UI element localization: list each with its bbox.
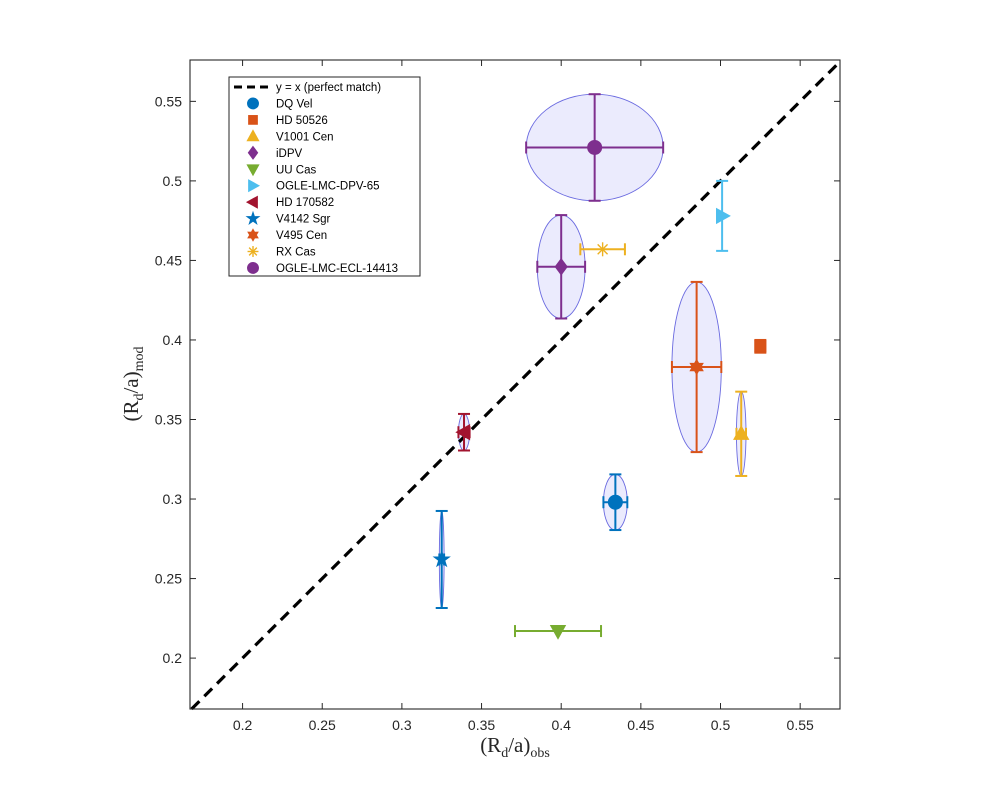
y-axis-ticks: 0.2 0.25 0.3 0.35 0.4 0.45 0.5 0.55 bbox=[155, 93, 840, 666]
data-point-rx-cas bbox=[595, 242, 610, 257]
data-point-idpv bbox=[554, 257, 568, 276]
legend-entry: HD 170582 bbox=[245, 195, 334, 209]
plot-frame bbox=[189, 59, 841, 710]
data-point-hd-170582 bbox=[455, 424, 471, 441]
legend-box bbox=[228, 76, 421, 277]
legend-swatch bbox=[245, 195, 258, 209]
legend-label: OGLE-LMC-DPV-65 bbox=[276, 181, 380, 193]
y-tick-label: 0.3 bbox=[163, 491, 183, 507]
legend-swatch bbox=[247, 261, 259, 274]
data-point-dq-vel bbox=[607, 494, 623, 510]
data-markers bbox=[432, 139, 767, 640]
x-tick-label: 0.5 bbox=[711, 717, 731, 733]
data-point-v1001-cen bbox=[733, 425, 750, 440]
legend-swatch bbox=[246, 129, 260, 142]
x-tick-label: 0.25 bbox=[309, 717, 336, 733]
legend-swatch bbox=[247, 97, 259, 110]
y-tick-label: 0.55 bbox=[155, 93, 182, 109]
legend-entry: DQ Vel bbox=[247, 97, 312, 110]
legend-swatch bbox=[246, 164, 260, 177]
x-tick-label: 0.4 bbox=[551, 717, 571, 733]
legend-entry: V495 Cen bbox=[247, 228, 327, 242]
legend-label: V1001 Cen bbox=[276, 131, 334, 143]
data-point-uu-cas bbox=[549, 624, 567, 640]
data-point-v4142-sgr bbox=[432, 549, 451, 568]
x-tick-label: 0.55 bbox=[787, 717, 814, 733]
x-axis-ticks: 0.2 0.25 0.3 0.35 0.4 0.45 0.5 0.55 bbox=[233, 60, 814, 733]
legend-entry: HD 50526 bbox=[248, 115, 328, 127]
legend-label: V4142 Sgr bbox=[276, 214, 331, 226]
data-point-hd-50526 bbox=[754, 340, 767, 353]
legend-entry: UU Cas bbox=[246, 164, 317, 177]
legend-swatch bbox=[245, 210, 261, 225]
x-tick-label: 0.45 bbox=[627, 717, 654, 733]
x-tick-label: 0.35 bbox=[468, 717, 495, 733]
asterisk-stroke bbox=[248, 247, 258, 256]
y-tick-label: 0.4 bbox=[163, 332, 183, 348]
legend-label: V495 Cen bbox=[276, 230, 327, 242]
data-point-ogle-lmc-dpv-65 bbox=[716, 207, 731, 225]
y-tick-label: 0.45 bbox=[155, 252, 182, 268]
y-tick-label: 0.25 bbox=[155, 571, 182, 587]
legend-entry: OGLE-LMC-ECL-14413 bbox=[247, 261, 398, 275]
legend: y = x (perfect match) DQ Vel HD 50526 V1001… bbox=[228, 76, 421, 277]
y-axis-label-sub: d bbox=[132, 394, 147, 401]
legend-label: OGLE-LMC-ECL-14413 bbox=[276, 263, 398, 275]
x-tick-label: 0.3 bbox=[392, 717, 412, 733]
asterisk-stroke bbox=[597, 243, 609, 255]
legend-swatch bbox=[247, 228, 259, 242]
legend-entry: iDPV bbox=[247, 145, 303, 160]
legend-entry: RX Cas bbox=[247, 246, 316, 259]
y-tick-label: 0.35 bbox=[155, 411, 182, 427]
data-point-ogle-lmc-ecl-14413 bbox=[587, 139, 603, 155]
legend-label: y = x (perfect match) bbox=[276, 82, 381, 94]
x-axis-label-sub: d bbox=[501, 746, 508, 761]
legend-swatch bbox=[248, 115, 258, 125]
legend-label: RX Cas bbox=[276, 247, 316, 259]
legend-entry: V4142 Sgr bbox=[245, 210, 331, 226]
y-axis-label-main: (R bbox=[119, 401, 143, 422]
legend-label: HD 170582 bbox=[276, 197, 334, 209]
legend-entry: V1001 Cen bbox=[246, 129, 334, 143]
legend-label: DQ Vel bbox=[276, 98, 312, 110]
legend-label: iDPV bbox=[276, 148, 303, 160]
legend-entry-reference-line: y = x (perfect match) bbox=[234, 82, 381, 94]
x-tick-label: 0.2 bbox=[233, 717, 253, 733]
y-axis-label: (Rd/a)mod bbox=[119, 346, 147, 421]
x-axis-label-mid: /a) bbox=[508, 733, 530, 757]
legend-swatch bbox=[247, 145, 259, 160]
legend-items: y = x (perfect match) DQ Vel HD 50526 V1001… bbox=[234, 82, 398, 275]
y-axis-label-mid: /a) bbox=[119, 371, 143, 393]
x-axis-label-tail: obs bbox=[530, 746, 549, 761]
legend-swatch bbox=[247, 246, 259, 257]
x-axis-label-main: (R bbox=[480, 733, 501, 757]
y-tick-label: 0.5 bbox=[163, 173, 183, 189]
x-axis-label: (Rd/a)obs bbox=[480, 733, 550, 761]
data-point-v495-cen bbox=[689, 358, 704, 376]
legend-label: HD 50526 bbox=[276, 115, 328, 127]
reference-line-y-equals-x bbox=[190, 60, 842, 711]
legend-label: UU Cas bbox=[276, 164, 317, 176]
legend-swatch bbox=[248, 179, 261, 193]
y-tick-label: 0.2 bbox=[163, 650, 183, 666]
y-axis-label-tail: mod bbox=[132, 346, 147, 371]
legend-entry: OGLE-LMC-DPV-65 bbox=[248, 179, 380, 193]
